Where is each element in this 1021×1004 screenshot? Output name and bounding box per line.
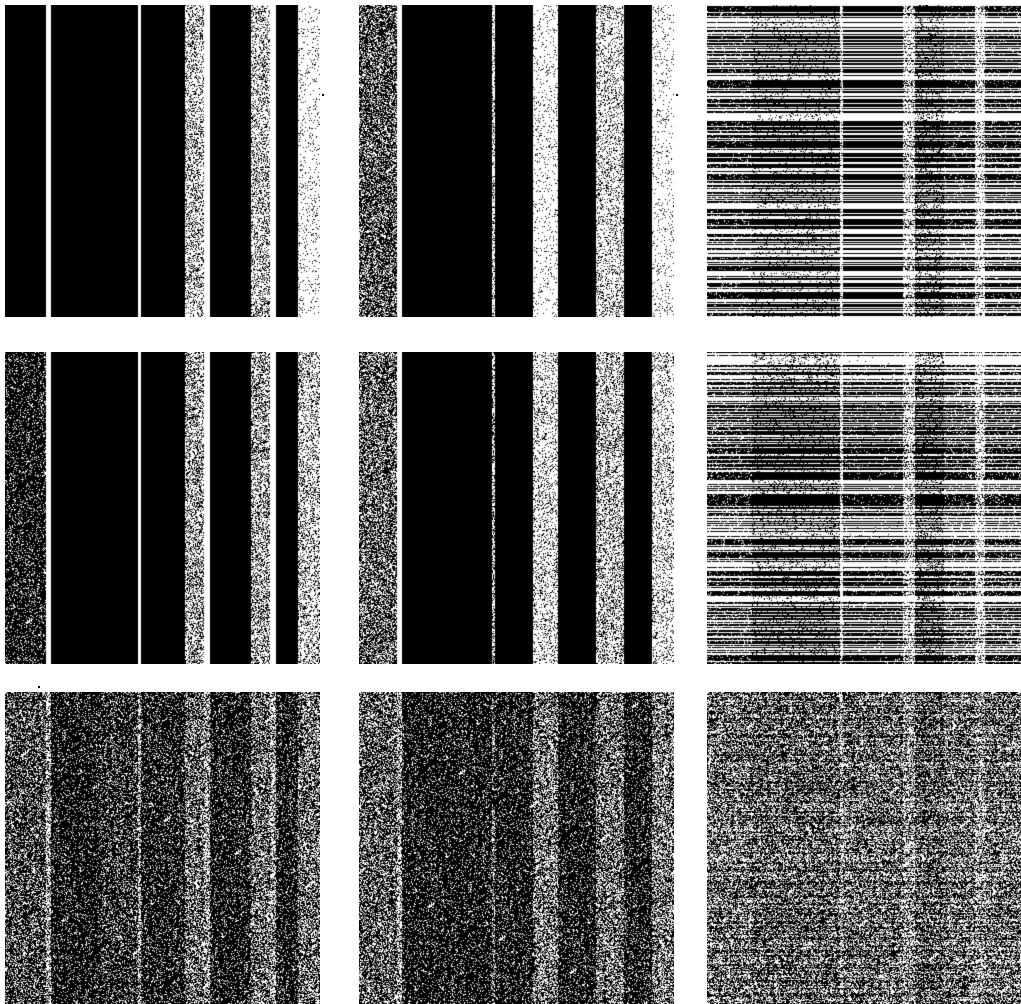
texture-panel-row1-col1	[5, 5, 320, 317]
stray-dot	[322, 94, 324, 96]
stray-dot	[38, 686, 40, 688]
texture-panel-row3-col1	[5, 692, 320, 1004]
texture-canvas	[707, 352, 1021, 664]
texture-panel-row1-col2	[359, 5, 674, 317]
texture-canvas	[5, 352, 320, 664]
texture-canvas	[5, 692, 320, 1004]
texture-canvas	[359, 5, 674, 317]
texture-canvas	[5, 5, 320, 317]
texture-panel-row3-col3	[707, 692, 1021, 1004]
texture-canvas	[707, 5, 1021, 317]
texture-panel-row1-col3	[707, 5, 1021, 317]
texture-canvas	[359, 352, 674, 664]
texture-canvas	[359, 692, 674, 1004]
texture-panel-row2-col2	[359, 352, 674, 664]
texture-panel-row2-col1	[5, 352, 320, 664]
texture-panel-row2-col3	[707, 352, 1021, 664]
stray-dot	[676, 94, 678, 96]
texture-canvas	[707, 692, 1021, 1004]
texture-panel-row3-col2	[359, 692, 674, 1004]
